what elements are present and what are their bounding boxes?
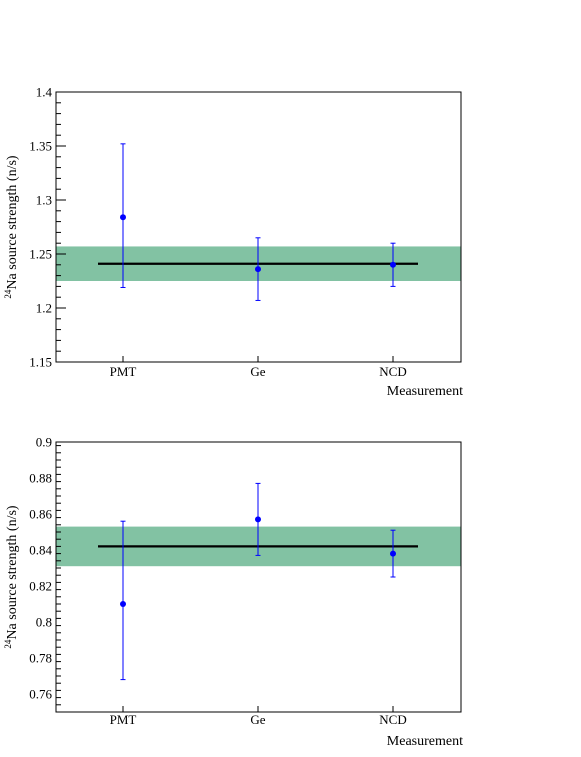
x-tick-label: NCD <box>379 364 406 379</box>
y-tick-label: 1.35 <box>29 139 52 154</box>
data-point-ncd <box>390 550 396 557</box>
y-axis-title-text: Na source strength (n/s) <box>5 505 20 639</box>
x-tick-label: PMT <box>110 712 137 727</box>
y-tick-label: 0.8 <box>36 615 52 630</box>
y-tick-label: 1.15 <box>29 355 52 370</box>
y-axis-title: 24Na source strength (n/s) <box>3 505 20 648</box>
y-tick-label: 1.2 <box>36 301 52 316</box>
chart-panel-1: 1.15 1.2 1.25 1.3 1.35 1.4 PMT Ge NCD Measurement… <box>3 85 463 400</box>
y-tick-label: 1.3 <box>36 193 52 208</box>
data-point-pmt <box>120 601 126 607</box>
data-point-pmt <box>120 214 126 221</box>
data-point-ncd <box>390 261 396 268</box>
x-tick-label: Ge <box>250 712 265 727</box>
y-tick-label: 0.78 <box>29 651 52 666</box>
y-axis-title-superscript: 24 <box>3 289 13 299</box>
y-tick-label: 1.25 <box>29 247 52 262</box>
y-tick-label: 0.9 <box>36 435 52 450</box>
plot-frame <box>55 441 462 713</box>
chart-panel-2: 0.76 0.78 0.8 0.82 0.84 0.86 0.88 0.9 PMT Ge NCD Me… <box>3 435 463 750</box>
plot-frame <box>55 91 462 363</box>
y-tick-label: 0.76 <box>29 687 52 702</box>
data-point-ge <box>255 516 261 523</box>
y-axis-title-superscript: 24 <box>3 639 13 649</box>
x-tick-label: NCD <box>379 712 406 727</box>
y-axis-title-text: Na source strength (n/s) <box>5 155 20 289</box>
x-axis-title: Measurement <box>387 734 463 749</box>
x-axis-title: Measurement <box>387 384 463 399</box>
data-point-ge <box>255 266 261 273</box>
y-axis-title: 24Na source strength (n/s) <box>3 155 20 298</box>
y-tick-label: 1.4 <box>36 85 53 100</box>
y-tick-label: 0.88 <box>29 471 52 486</box>
y-tick-label: 0.86 <box>29 507 52 522</box>
y-tick-label: 0.82 <box>29 579 52 594</box>
x-tick-label: PMT <box>110 364 137 379</box>
y-tick-label: 0.84 <box>29 543 52 558</box>
x-tick-label: Ge <box>250 364 265 379</box>
